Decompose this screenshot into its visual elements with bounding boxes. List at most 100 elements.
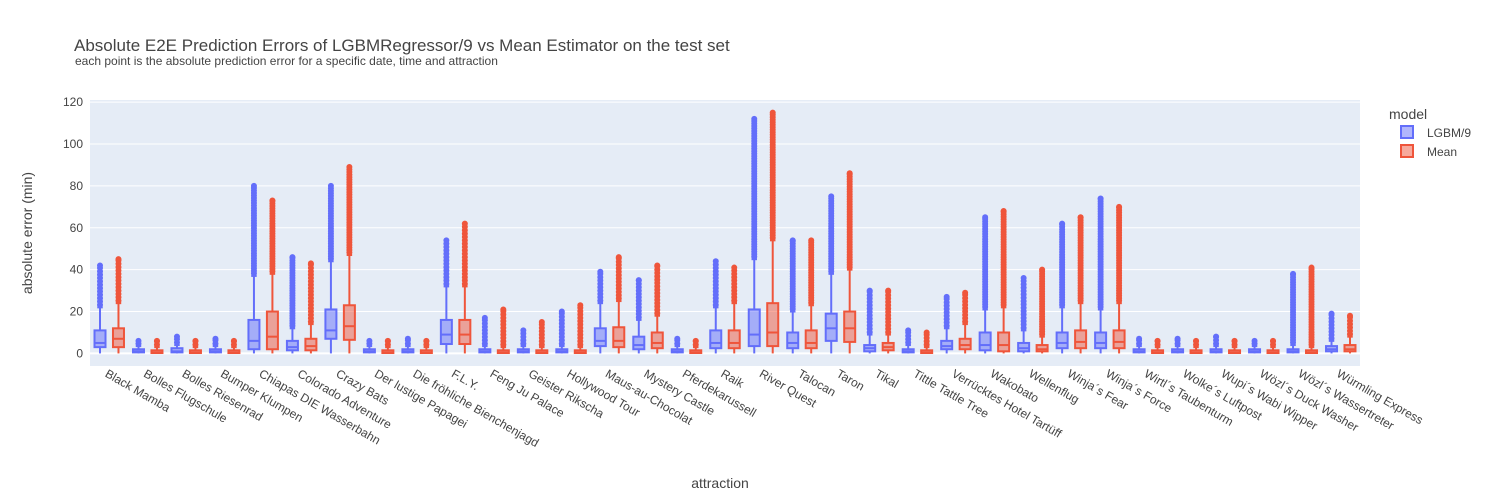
legend-item-lgbm[interactable]: LGBM/9	[1400, 125, 1471, 140]
box[interactable]	[804, 237, 818, 354]
box[interactable]	[786, 237, 800, 354]
box[interactable]	[632, 277, 646, 354]
box[interactable]	[1132, 335, 1146, 354]
box[interactable]	[516, 327, 530, 354]
outlier-point	[789, 237, 796, 244]
outlier-point	[307, 260, 314, 267]
outlier-point	[905, 327, 912, 334]
box[interactable]	[342, 164, 356, 354]
y-tick-label: 80	[70, 179, 84, 193]
outlier-point	[481, 314, 488, 321]
outlier-point	[597, 268, 604, 275]
box[interactable]	[131, 337, 145, 354]
box[interactable]	[727, 264, 741, 354]
outlier-point	[1328, 310, 1335, 317]
box[interactable]	[111, 256, 125, 354]
x-tick-label: Tikal	[872, 366, 901, 391]
box[interactable]	[478, 314, 492, 354]
box[interactable]	[362, 337, 376, 354]
outlier-point	[1097, 195, 1104, 202]
outlier-point	[1213, 333, 1220, 340]
box[interactable]	[747, 115, 761, 354]
box[interactable]	[439, 237, 453, 354]
box[interactable]	[170, 333, 184, 354]
box[interactable]	[1228, 337, 1242, 355]
box[interactable]	[555, 308, 569, 354]
box[interactable]	[689, 337, 703, 355]
chart-subtitle: each point is the absolute prediction er…	[75, 54, 498, 68]
outlier-point	[327, 182, 334, 189]
box[interactable]	[150, 337, 164, 355]
y-tick-label: 120	[63, 95, 83, 109]
box[interactable]	[535, 319, 549, 355]
box-iqr	[824, 312, 838, 342]
box[interactable]	[208, 335, 222, 354]
box[interactable]	[940, 293, 954, 354]
box[interactable]	[458, 220, 472, 354]
box[interactable]	[1074, 214, 1088, 354]
legend-item-mean[interactable]: Mean	[1400, 144, 1457, 159]
box[interactable]	[188, 337, 202, 355]
box[interactable]	[997, 208, 1011, 354]
box[interactable]	[881, 287, 895, 354]
box[interactable]	[1266, 337, 1280, 355]
box[interactable]	[670, 335, 684, 354]
box[interactable]	[824, 193, 838, 354]
box[interactable]	[324, 182, 338, 354]
box[interactable]	[709, 258, 723, 354]
y-tick-label: 0	[76, 346, 83, 360]
outlier-point	[289, 254, 296, 261]
outlier-point	[115, 256, 122, 263]
box[interactable]	[1325, 310, 1339, 354]
box[interactable]	[920, 329, 934, 355]
box[interactable]	[843, 170, 857, 354]
box[interactable]	[1017, 275, 1031, 354]
box[interactable]	[419, 337, 433, 355]
box[interactable]	[1094, 195, 1108, 354]
chart-title: Absolute E2E Prediction Errors of LGBMRe…	[74, 36, 730, 55]
outlier-point	[250, 182, 257, 189]
box[interactable]	[1248, 337, 1262, 354]
box[interactable]	[901, 327, 915, 354]
box[interactable]	[978, 214, 992, 354]
box[interactable]	[1112, 203, 1126, 354]
box[interactable]	[766, 109, 780, 354]
box[interactable]	[1035, 266, 1049, 354]
outlier-point	[1174, 335, 1181, 342]
box[interactable]	[285, 254, 299, 354]
box[interactable]	[1171, 335, 1185, 354]
box-iqr	[997, 331, 1011, 353]
outlier-point	[1346, 312, 1353, 319]
series-mean	[111, 109, 1357, 355]
box[interactable]	[1286, 270, 1300, 354]
box[interactable]	[593, 268, 607, 354]
box[interactable]	[247, 182, 261, 354]
box[interactable]	[1343, 312, 1357, 354]
box[interactable]	[650, 262, 664, 354]
box-iqr	[93, 329, 107, 349]
box[interactable]	[496, 306, 510, 355]
outlier-point	[1251, 337, 1258, 344]
box-iqr	[247, 318, 261, 351]
box[interactable]	[958, 289, 972, 354]
box[interactable]	[863, 287, 877, 354]
box-iqr	[958, 337, 972, 351]
box[interactable]	[1151, 337, 1165, 355]
box-iqr	[650, 331, 664, 350]
box[interactable]	[1305, 264, 1319, 355]
box[interactable]	[381, 337, 395, 355]
box[interactable]	[612, 254, 626, 354]
box[interactable]	[265, 197, 279, 354]
box[interactable]	[1209, 333, 1223, 354]
box[interactable]	[1055, 220, 1069, 354]
box[interactable]	[304, 260, 318, 354]
box[interactable]	[93, 262, 107, 354]
outlier-point	[366, 337, 373, 344]
box[interactable]	[1189, 337, 1203, 355]
box[interactable]	[573, 302, 587, 355]
box-iqr	[843, 310, 857, 343]
box[interactable]	[227, 337, 241, 355]
outlier-point	[173, 333, 180, 340]
box[interactable]	[401, 335, 415, 354]
outlier-point	[982, 214, 989, 221]
